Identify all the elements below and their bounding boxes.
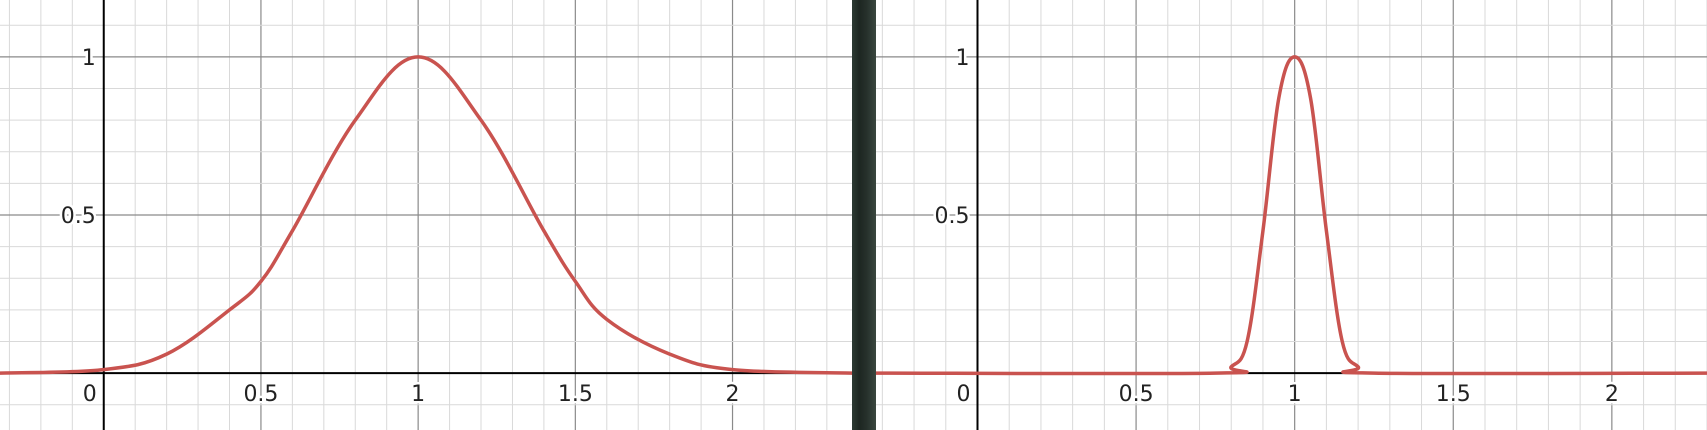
left-gridlines — [0, 0, 852, 430]
right-curve-0 — [876, 55, 1707, 376]
panel-divider[interactable] — [852, 0, 876, 430]
right-tick-labels: 0 0.5 1 1.5 2 0.5 1 — [932, 43, 1621, 409]
left-chart-svg: 0 0.5 1 1.5 2 0.5 1 — [0, 0, 852, 430]
x-tick-label: 0 — [83, 382, 97, 407]
y-tick-label: 0.5 — [934, 204, 969, 229]
x-tick-label: 1 — [411, 382, 425, 407]
x-tick-label: 0.5 — [243, 382, 278, 407]
x-tick-label: 2 — [1605, 382, 1619, 407]
right-gridlines — [876, 0, 1707, 430]
right-chart-svg: 0 0.5 1 1.5 2 0.5 1 — [876, 0, 1707, 430]
x-tick-label: 0.5 — [1119, 382, 1154, 407]
y-tick-label: 1 — [955, 46, 969, 71]
x-tick-label: 1.5 — [1436, 382, 1471, 407]
x-tick-label: 1.5 — [558, 382, 593, 407]
y-tick-label: 1 — [82, 46, 96, 71]
left-tick-labels: 0 0.5 1 1.5 2 0.5 1 — [58, 43, 742, 409]
left-graph-panel[interactable]: 0 0.5 1 1.5 2 0.5 1 — [0, 0, 852, 430]
x-tick-label: 1 — [1288, 382, 1302, 407]
y-tick-label: 0.5 — [61, 204, 96, 229]
right-graph-panel[interactable]: 0 0.5 1 1.5 2 0.5 1 — [876, 0, 1707, 430]
x-tick-label: 2 — [726, 382, 740, 407]
x-tick-label: 0 — [956, 382, 970, 407]
left-curve-0 — [0, 55, 852, 375]
